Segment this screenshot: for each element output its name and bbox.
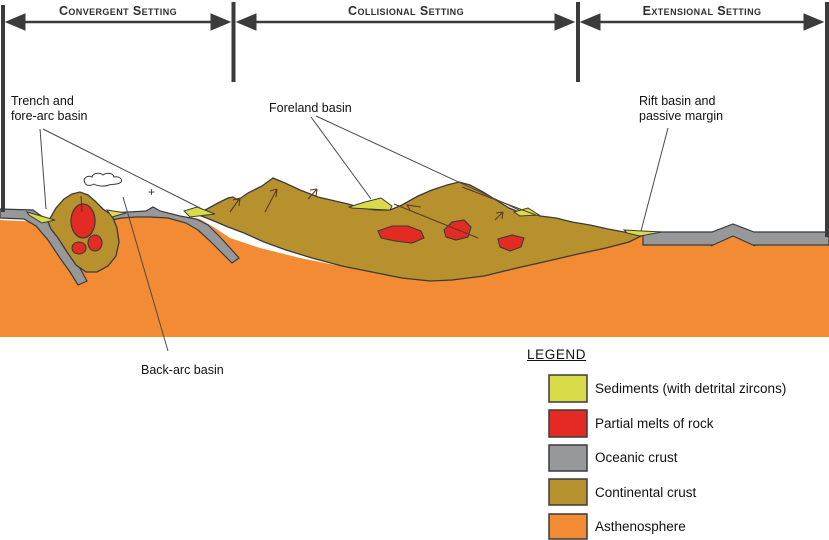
section-dividers — [1, 2, 829, 237]
legend-label-partial-melts: Partial melts of rock — [595, 416, 714, 431]
arc-magma-chamber — [70, 203, 96, 239]
back-arc-basin-sediments — [105, 209, 127, 218]
header-convergent-setting: Convergent Setting — [58, 4, 178, 18]
legend-swatches — [548, 374, 588, 540]
foreland-pointer-1 — [310, 116, 372, 200]
volcanic-cloud — [83, 172, 122, 187]
label-foreland-basin: Foreland basin — [269, 101, 352, 115]
legend-swatch-asthenosphere — [548, 513, 588, 540]
legend-swatch-partial-melts — [548, 409, 588, 438]
passive-margin-sediments — [622, 229, 663, 237]
plus-marker: + — [148, 185, 156, 199]
arrowhead — [554, 13, 576, 31]
arrowhead — [235, 13, 257, 31]
legend-label-continental-crust: Continental crust — [595, 485, 697, 500]
arrowhead — [210, 13, 232, 31]
span-arrows — [4, 13, 825, 31]
legend-swatch-oceanic-crust — [548, 444, 588, 472]
oceanic-crust-right — [642, 223, 829, 246]
label-trench-forearc-basin: Trench and fore-arc basin — [11, 94, 88, 124]
legend-label-oceanic-crust: Oceanic crust — [595, 450, 678, 465]
header-collisional-setting: Collisional Setting — [348, 4, 464, 18]
label-back-arc-basin: Back-arc basin — [141, 363, 224, 377]
trench-sediments — [25, 211, 56, 224]
arc-melt-small-2 — [87, 234, 103, 252]
arrowhead — [4, 13, 26, 31]
legend-label-asthenosphere: Asthenosphere — [595, 519, 686, 534]
legend-label-sediments: Sediments (with detrital zircons) — [595, 381, 787, 396]
legend-swatch-sediments — [548, 374, 588, 403]
arc-melt-small-1 — [71, 241, 87, 255]
ridge-upwelling — [710, 235, 756, 247]
header-extensional-setting: Extensional Setting — [642, 4, 762, 18]
foreland-basin-sediments — [347, 197, 393, 211]
trench-pointer-2 — [42, 128, 201, 209]
pointer-lines — [39, 115, 669, 352]
foreland-pointer-2 — [315, 115, 520, 211]
fore-arc-basin-sediments — [183, 206, 216, 218]
arrowhead — [803, 13, 825, 31]
legend-title: LEGEND — [527, 347, 587, 362]
volcano-vent-line — [80, 195, 83, 213]
crustal-melt-3 — [497, 234, 525, 252]
rift-pointer — [640, 127, 669, 232]
crustal-melt-1 — [377, 225, 425, 244]
label-rift-basin-passive-margin: Rift basin and passive margin — [639, 94, 724, 124]
backarc-pointer — [122, 196, 169, 352]
legend-swatch-continental-crust — [548, 478, 588, 506]
arrowhead — [579, 13, 601, 31]
trench-pointer-1 — [39, 128, 47, 210]
